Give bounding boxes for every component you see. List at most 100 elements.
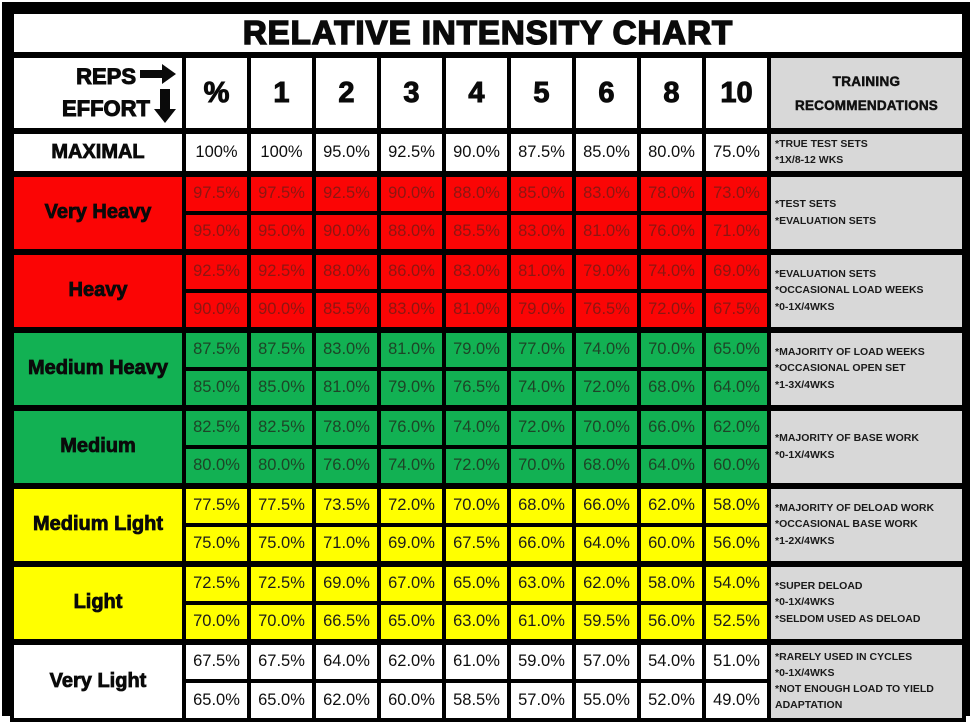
intensity-value-medium-heavy-r2-c7: 72.0% [572,366,641,410]
column-header-rep-5: 5 [507,53,576,134]
intensity-value-medium-r1-c9: 62.0% [702,404,771,449]
intensity-value-very-light-r1-c6: 59.0% [507,638,576,683]
intensity-value-very-heavy-r1-c4: 90.0% [377,170,446,215]
intensity-value-very-light-r1-c9: 51.0% [702,638,771,683]
recommendation-line: *MAJORITY OF BASE WORK [775,432,919,445]
training-recommendations-line2: RECOMMENDATIONS [795,97,938,113]
reps-label: REPS [76,64,137,90]
recommendation-line: *TEST SETS [775,198,837,211]
table-row-light-2: 70.0% 70.0% 66.5% 65.0% 63.0% 61.0% 59.5% 56.0%… [12,600,964,644]
intensity-value-medium-r2-c5: 72.0% [442,444,511,488]
intensity-value-medium-heavy-r1-c8: 70.0% [637,326,706,371]
intensity-value-heavy-r1-c3: 88.0% [312,248,381,293]
recommendation-line: *OCCASIONAL OPEN SET [775,362,906,375]
table-row-very-heavy-2: 95.0% 95.0% 90.0% 88.0% 85.5% 83.0% 81.0% 76.0%… [12,210,964,254]
intensity-value-maximal-r1-c6: 87.5% [507,128,576,176]
intensity-value-light-r2-c1: 70.0% [182,600,251,644]
intensity-value-maximal-r1-c4: 92.5% [377,128,446,176]
training-recommendation-maximal: *TRUE TEST SETS *1X/8-12 WKS [767,128,966,176]
recommendation-line: *EVALUATION SETS [775,268,877,281]
intensity-value-light-r1-c7: 62.0% [572,560,641,605]
intensity-value-heavy-r2-c6: 79.0% [507,288,576,332]
intensity-value-medium-r2-c3: 76.0% [312,444,381,488]
recommendation-line: *EVALUATION SETS [775,214,877,227]
effort-label-light: Light [10,560,186,644]
recommendation-line: *1-2X/4WKS [775,534,835,547]
intensity-value-medium-light-r1-c4: 72.0% [377,482,446,527]
intensity-value-very-light-r1-c7: 57.0% [572,638,641,683]
intensity-value-medium-r1-c8: 66.0% [637,404,706,449]
intensity-value-medium-light-r2-c8: 60.0% [637,522,706,566]
intensity-value-medium-light-r2-c1: 75.0% [182,522,251,566]
table-row-heavy-1: Heavy 92.5% 92.5% 88.0% 86.0% 83.0% 81.0% 79.0%… [10,248,966,332]
intensity-value-medium-r2-c8: 64.0% [637,444,706,488]
effort-label-heavy: Heavy [10,248,186,332]
intensity-value-heavy-r2-c5: 81.0% [442,288,511,332]
intensity-value-very-light-r1-c8: 54.0% [637,638,706,683]
effort-label-medium: Medium [10,404,186,488]
intensity-value-medium-light-r2-c7: 64.0% [572,522,641,566]
intensity-value-light-r1-c1: 72.5% [182,560,251,605]
intensity-value-medium-light-r1-c1: 77.5% [182,482,251,527]
intensity-value-light-r2-c3: 66.5% [312,600,381,644]
effort-label: EFFORT [62,96,151,122]
intensity-value-medium-light-r1-c7: 66.0% [572,482,641,527]
training-recommendation-heavy: *EVALUATION SETS *OCCASIONAL LOAD WEEKS *0… [767,248,966,332]
reps-header-line: REPS [16,61,176,93]
table-row-light-1: Light 72.5% 72.5% 69.0% 67.0% 65.0% 63.0% 62.0%… [10,560,966,644]
effort-label-medium-light: Medium Light [10,482,186,566]
column-header-rep-2: 2 [312,53,381,134]
intensity-value-heavy-r1-c1: 92.5% [182,248,251,293]
intensity-value-medium-light-r1-c3: 73.5% [312,482,381,527]
intensity-value-heavy-r1-c8: 74.0% [637,248,706,293]
intensity-value-light-r1-c4: 67.0% [377,560,446,605]
column-header-rep-6: 6 [572,53,641,134]
intensity-value-maximal-r1-c8: 80.0% [637,128,706,176]
intensity-value-light-r2-c4: 65.0% [377,600,446,644]
intensity-value-medium-heavy-r2-c9: 64.0% [702,366,771,410]
intensity-value-very-light-r2-c5: 58.5% [442,678,511,722]
intensity-value-very-heavy-r1-c9: 73.0% [702,170,771,215]
table-row-maximal-1: MAXIMAL 100% 100% 95.0% 92.5% 90.0% 87.5% 85.0%… [10,128,966,176]
intensity-value-medium-heavy-r2-c1: 85.0% [182,366,251,410]
recommendation-line: *0-1X/4WKS [775,666,835,679]
table-row-medium-1: Medium 82.5% 82.5% 78.0% 76.0% 74.0% 72.0% 70.0… [10,404,966,488]
intensity-value-maximal-r1-c1: 100% [182,128,251,176]
intensity-value-heavy-r1-c2: 92.5% [247,248,316,293]
intensity-value-heavy-r1-c5: 83.0% [442,248,511,293]
intensity-value-medium-r2-c7: 68.0% [572,444,641,488]
training-recommendations-line1: TRAINING [832,73,901,89]
table-row-medium-heavy-2: 85.0% 85.0% 81.0% 79.0% 76.5% 74.0% 72.0% 68.0%… [12,366,964,410]
intensity-value-light-r2-c2: 70.0% [247,600,316,644]
intensity-value-heavy-r2-c2: 90.0% [247,288,316,332]
intensity-value-very-heavy-r1-c1: 97.5% [182,170,251,215]
intensity-value-very-light-r2-c1: 65.0% [182,678,251,722]
intensity-value-very-light-r2-c8: 52.0% [637,678,706,722]
intensity-value-light-r1-c6: 63.0% [507,560,576,605]
intensity-value-heavy-r2-c9: 67.5% [702,288,771,332]
intensity-value-medium-heavy-r2-c5: 76.5% [442,366,511,410]
recommendation-line: *0-1X/4WKS [775,300,835,313]
intensity-value-very-light-r2-c6: 57.0% [507,678,576,722]
effort-label-very-heavy: Very Heavy [10,170,186,254]
intensity-value-very-heavy-r2-c3: 90.0% [312,210,381,254]
title-row: RELATIVE INTENSITY CHART [10,10,966,58]
intensity-value-medium-heavy-r2-c6: 74.0% [507,366,576,410]
recommendation-line: *OCCASIONAL BASE WORK [775,518,918,531]
intensity-value-medium-heavy-r1-c4: 81.0% [377,326,446,371]
intensity-value-very-heavy-r2-c6: 83.0% [507,210,576,254]
intensity-table-body: RELATIVE INTENSITY CHART REPS EFFORT [10,10,966,722]
intensity-value-heavy-r2-c3: 85.5% [312,288,381,332]
intensity-value-medium-r2-c9: 60.0% [702,444,771,488]
intensity-value-very-light-r1-c2: 67.5% [247,638,316,683]
intensity-value-light-r2-c9: 52.5% [702,600,771,644]
column-header-rep-8: 8 [637,53,706,134]
intensity-value-maximal-r1-c3: 95.0% [312,128,381,176]
intensity-value-heavy-r2-c8: 72.0% [637,288,706,332]
intensity-value-very-heavy-r1-c6: 85.0% [507,170,576,215]
header-row: REPS EFFORT % 1 2 3 4 [10,53,966,134]
table-row-very-heavy-1: Very Heavy 97.5% 97.5% 92.5% 90.0% 88.0% 85.0%… [10,170,966,254]
table-row-very-light-1: Very Light 67.5% 67.5% 64.0% 62.0% 61.0% 59.0%… [10,638,966,722]
intensity-value-medium-heavy-r1-c6: 77.0% [507,326,576,371]
intensity-value-medium-light-r2-c6: 66.0% [507,522,576,566]
